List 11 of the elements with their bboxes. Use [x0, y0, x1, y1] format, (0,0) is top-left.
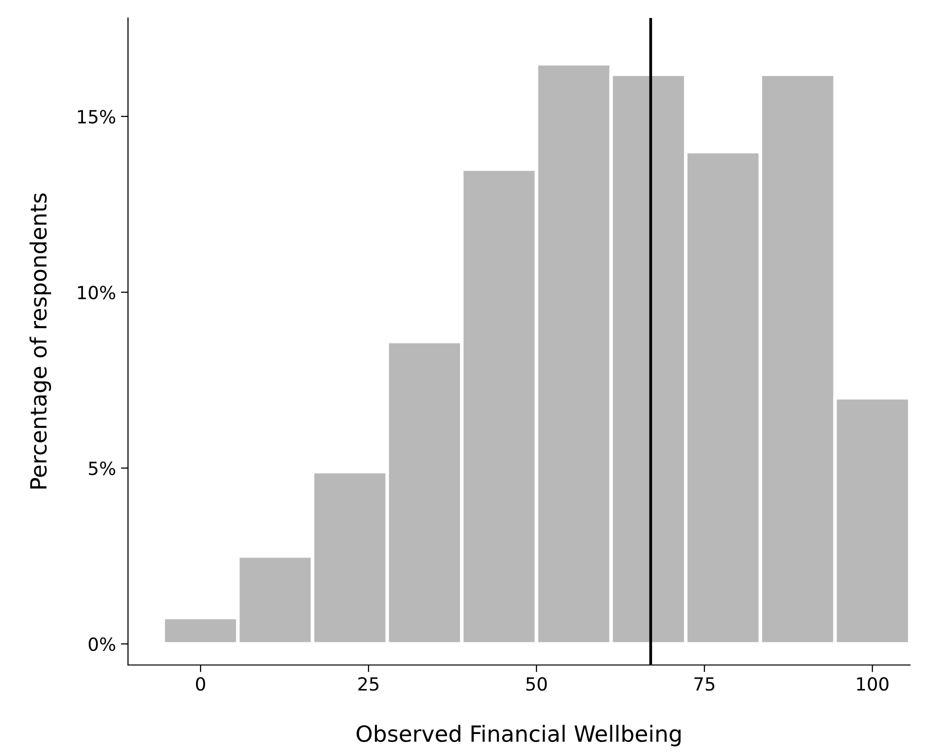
x-tick-label: 50 [526, 677, 547, 691]
x-tick-label: 100 [857, 677, 888, 691]
x-tick-label: 75 [694, 677, 714, 691]
x-tick-label: 0 [196, 677, 206, 691]
y-tick-label: 15% [78, 110, 116, 124]
y-tick-label: 10% [78, 286, 116, 300]
y-tick-label: 0% [88, 637, 116, 652]
x-tick-label: 25 [358, 677, 378, 691]
y-axis-title: Percentage of respondents [30, 193, 52, 488]
y-tick-label: 5% [88, 462, 116, 476]
x-axis-title: Observed Financial Wellbeing [356, 724, 681, 746]
